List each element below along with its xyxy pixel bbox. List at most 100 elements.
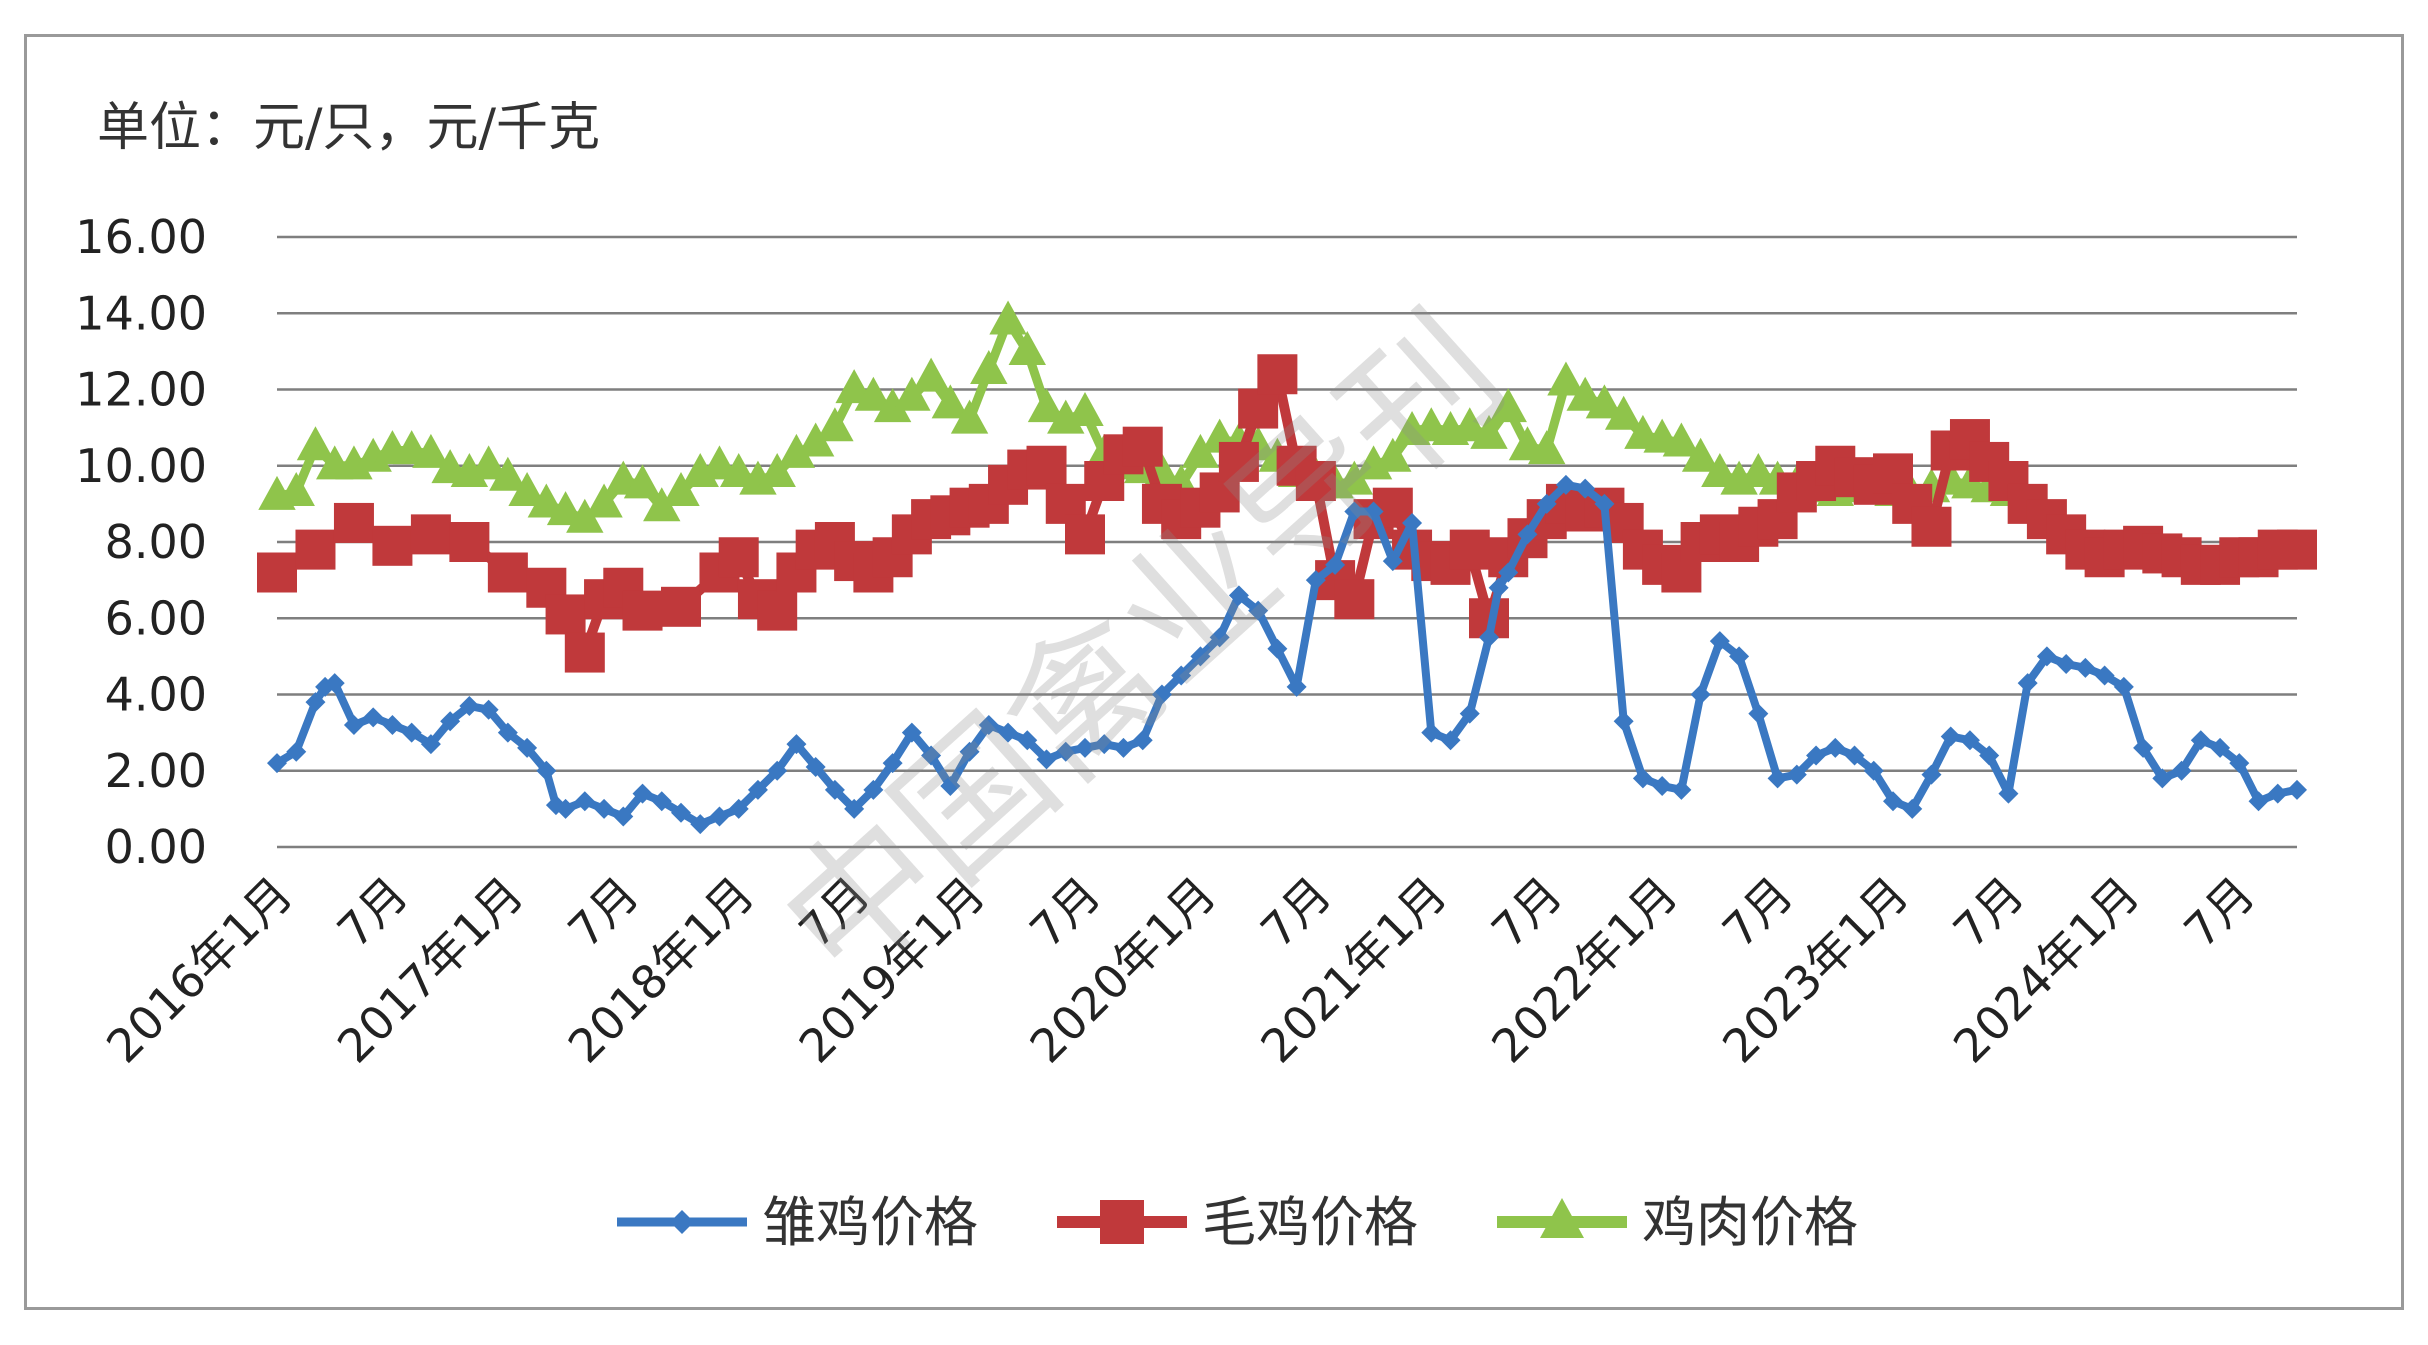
data-point <box>1863 760 1884 781</box>
data-point <box>662 472 700 507</box>
data-point <box>1421 722 1442 743</box>
data-point <box>1479 627 1499 648</box>
data-point <box>487 552 528 593</box>
data-point <box>661 586 701 627</box>
data-point <box>2056 654 2077 674</box>
data-point <box>1334 579 1375 620</box>
data-point <box>1536 493 1557 514</box>
data-point <box>989 300 1027 335</box>
y-tick-label: 10.00 <box>75 439 207 493</box>
data-point <box>978 715 999 735</box>
data-point <box>1190 646 1211 667</box>
data-point <box>767 760 788 781</box>
data-point <box>1488 577 1509 598</box>
data-point <box>844 798 865 819</box>
data-point <box>651 791 672 812</box>
data-point <box>1739 452 1778 487</box>
data-point <box>2017 673 2038 694</box>
data-point <box>1238 388 1279 429</box>
data-point <box>2133 737 2154 758</box>
data-point <box>2210 737 2231 758</box>
data-point <box>747 779 768 800</box>
data-point <box>950 399 989 434</box>
data-point <box>622 590 663 631</box>
data-point <box>1344 501 1365 522</box>
data-point <box>469 445 508 480</box>
data-point <box>1701 452 1739 487</box>
data-point <box>796 422 835 457</box>
data-point <box>594 798 615 819</box>
data-point <box>2171 760 2192 781</box>
chart-frame: 0.00 2.00 4.00 6.00 8.00 10.00 12.00 14.00 16.00… <box>24 34 2404 1310</box>
data-point <box>863 779 884 800</box>
data-point <box>2287 779 2307 800</box>
data-point <box>574 791 595 812</box>
data-point <box>440 711 461 732</box>
x-tick-label: 7月 <box>1250 867 1341 958</box>
data-point <box>873 388 912 423</box>
y-tick-label: 4.00 <box>105 668 207 722</box>
data-point <box>700 445 739 480</box>
data-point <box>546 491 585 526</box>
data-point <box>333 502 374 543</box>
data-point <box>1008 330 1046 365</box>
data-point <box>1451 407 1489 442</box>
data-point <box>1181 433 1220 468</box>
x-tick-label: 7月 <box>1481 867 1572 958</box>
y-tick-label: 16.00 <box>75 210 207 264</box>
data-point <box>449 522 490 562</box>
data-point <box>1690 684 1711 705</box>
data-point <box>1547 361 1585 396</box>
data-point <box>1113 737 1134 758</box>
data-point <box>1036 749 1057 770</box>
data-point <box>1681 437 1720 472</box>
data-point <box>1027 388 1066 423</box>
data-point <box>564 632 605 673</box>
data-point <box>343 715 364 735</box>
data-point <box>1151 684 1172 705</box>
data-point <box>1806 745 1827 766</box>
legend-label: 毛鸡价格 <box>1202 1191 1418 1254</box>
data-point <box>643 487 681 522</box>
data-point <box>420 734 441 755</box>
data-point <box>1171 665 1192 686</box>
data-point <box>1748 703 1769 724</box>
data-point <box>1902 798 1923 819</box>
data-point <box>363 707 384 728</box>
data-point <box>401 722 422 743</box>
x-tick-label: 7月 <box>558 867 649 958</box>
data-point <box>410 514 451 555</box>
data-point <box>1374 437 1412 472</box>
x-tick-label: 7月 <box>1712 867 1803 958</box>
data-point <box>1940 726 1961 747</box>
data-point <box>998 722 1019 743</box>
data-point <box>277 472 315 507</box>
data-point <box>1325 554 1346 575</box>
data-point <box>1540 1198 1584 1238</box>
data-point <box>1979 745 2000 766</box>
data-point <box>1594 493 1615 514</box>
data-point <box>296 426 335 461</box>
data-point <box>1286 676 1307 697</box>
data-point <box>720 452 758 487</box>
data-point <box>527 483 566 518</box>
data-point <box>508 472 546 507</box>
data-point <box>757 590 798 631</box>
data-point <box>1555 474 1576 495</box>
data-point <box>555 798 576 819</box>
data-point <box>1470 414 1508 449</box>
data-point <box>613 806 634 827</box>
data-point <box>545 594 586 635</box>
data-point <box>1066 391 1104 426</box>
data-point <box>816 407 854 442</box>
data-point <box>1026 445 1067 486</box>
series-diamond <box>267 474 2307 835</box>
data-point <box>2277 529 2317 570</box>
data-point <box>893 376 931 411</box>
data-point <box>1459 703 1480 724</box>
data-point <box>1449 529 1490 570</box>
legend-item: 雏鸡价格 <box>617 1191 978 1254</box>
data-point <box>1632 768 1653 789</box>
data-point <box>412 433 450 468</box>
data-point <box>566 498 604 533</box>
